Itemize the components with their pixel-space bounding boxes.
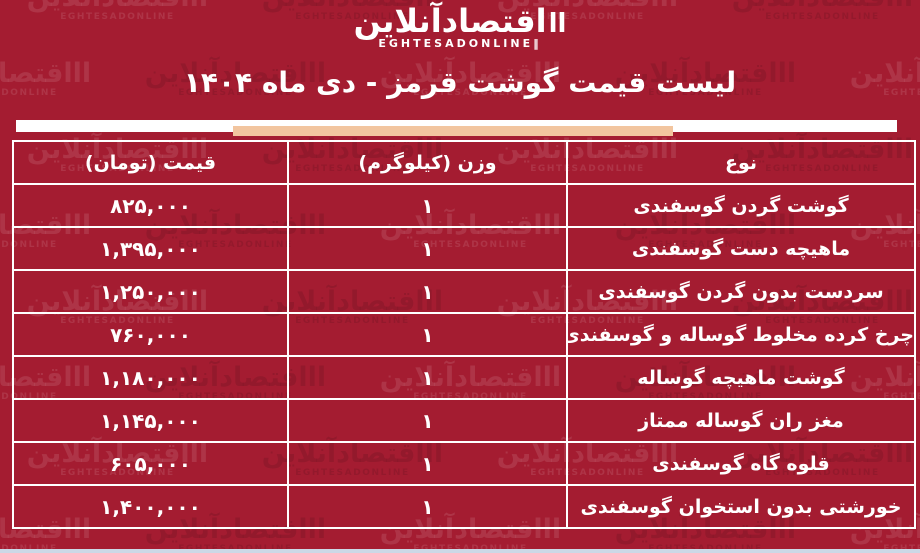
page-title: لیست قیمت گوشت قرمز - دی ماه ۱۴۰۴ bbox=[183, 66, 737, 99]
price-cell: ۱,۱۴۵,۰۰۰ bbox=[12, 398, 289, 443]
price-cell: ۱,۱۸۰,۰۰۰ bbox=[12, 355, 289, 400]
brand-name-en-text: EGHTESADONLINE bbox=[378, 37, 534, 50]
weight-cell: ۱ bbox=[287, 312, 568, 357]
weight-cell: ۱ bbox=[287, 269, 568, 314]
table-row: گوشت گردن گوسفندی ۱ ۸۲۵,۰۰۰ bbox=[12, 183, 916, 228]
logo-bars-icon: اا bbox=[548, 9, 567, 39]
table-row: چرخ کرده مخلوط گوساله و گوسفندی ۱ ۷۶۰,۰۰۰ bbox=[12, 312, 916, 357]
header-price: قیمت (تومان) bbox=[12, 140, 289, 185]
weight-cell: ۱ bbox=[287, 484, 568, 529]
table-row: ماهیچه دست گوسفندی ۱ ۱,۳۹۵,۰۰۰ bbox=[12, 226, 916, 271]
bottom-strip bbox=[0, 549, 920, 553]
price-cell: ۱,۴۰۰,۰۰۰ bbox=[12, 484, 289, 529]
price-cell: ۷۶۰,۰۰۰ bbox=[12, 312, 289, 357]
divider-accent bbox=[233, 126, 673, 136]
header-type: نوع bbox=[566, 140, 916, 185]
table-header-row: نوع وزن (کیلوگرم) قیمت (تومان) bbox=[12, 140, 916, 185]
table-row: گوشت ماهیچه گوساله ۱ ۱,۱۸۰,۰۰۰ bbox=[12, 355, 916, 400]
type-cell: مغز ران گوساله ممتاز bbox=[566, 398, 916, 443]
table-row: قلوه گاه گوسفندی ۱ ۶۰۵,۰۰۰ bbox=[12, 441, 916, 486]
logo-en-bar-icon: ‖ bbox=[533, 37, 542, 50]
weight-cell: ۱ bbox=[287, 355, 568, 400]
price-cell: ۸۲۵,۰۰۰ bbox=[12, 183, 289, 228]
type-cell: چرخ کرده مخلوط گوساله و گوسفندی bbox=[566, 312, 916, 357]
weight-cell: ۱ bbox=[287, 183, 568, 228]
type-cell: خورشتی بدون استخوان گوسفندی bbox=[566, 484, 916, 529]
type-cell: گوشت ماهیچه گوساله bbox=[566, 355, 916, 400]
brand-name-en: EGHTESADONLINE‖ bbox=[0, 38, 920, 49]
header-weight: وزن (کیلوگرم) bbox=[287, 140, 568, 185]
table-row: مغز ران گوساله ممتاز ۱ ۱,۱۴۵,۰۰۰ bbox=[12, 398, 916, 443]
type-cell: گوشت گردن گوسفندی bbox=[566, 183, 916, 228]
price-cell: ۱,۳۹۵,۰۰۰ bbox=[12, 226, 289, 271]
type-cell: ماهیچه دست گوسفندی bbox=[566, 226, 916, 271]
brand-logo: اااقتصادآنلاین EGHTESADONLINE‖ bbox=[0, 5, 920, 49]
type-cell: سردست بدون گردن گوسفندی bbox=[566, 269, 916, 314]
price-table: نوع وزن (کیلوگرم) قیمت (تومان) گوشت گردن… bbox=[12, 140, 916, 529]
table-row: سردست بدون گردن گوسفندی ۱ ۱,۲۵۰,۰۰۰ bbox=[12, 269, 916, 314]
weight-cell: ۱ bbox=[287, 226, 568, 271]
brand-name-fa: اقتصادآنلاین bbox=[353, 2, 547, 40]
type-cell: قلوه گاه گوسفندی bbox=[566, 441, 916, 486]
weight-cell: ۱ bbox=[287, 398, 568, 443]
price-cell: ۶۰۵,۰۰۰ bbox=[12, 441, 289, 486]
price-cell: ۱,۲۵۰,۰۰۰ bbox=[12, 269, 289, 314]
table-row: خورشتی بدون استخوان گوسفندی ۱ ۱,۴۰۰,۰۰۰ bbox=[12, 484, 916, 529]
brand-wordmark: اااقتصادآنلاین bbox=[0, 5, 920, 37]
weight-cell: ۱ bbox=[287, 441, 568, 486]
